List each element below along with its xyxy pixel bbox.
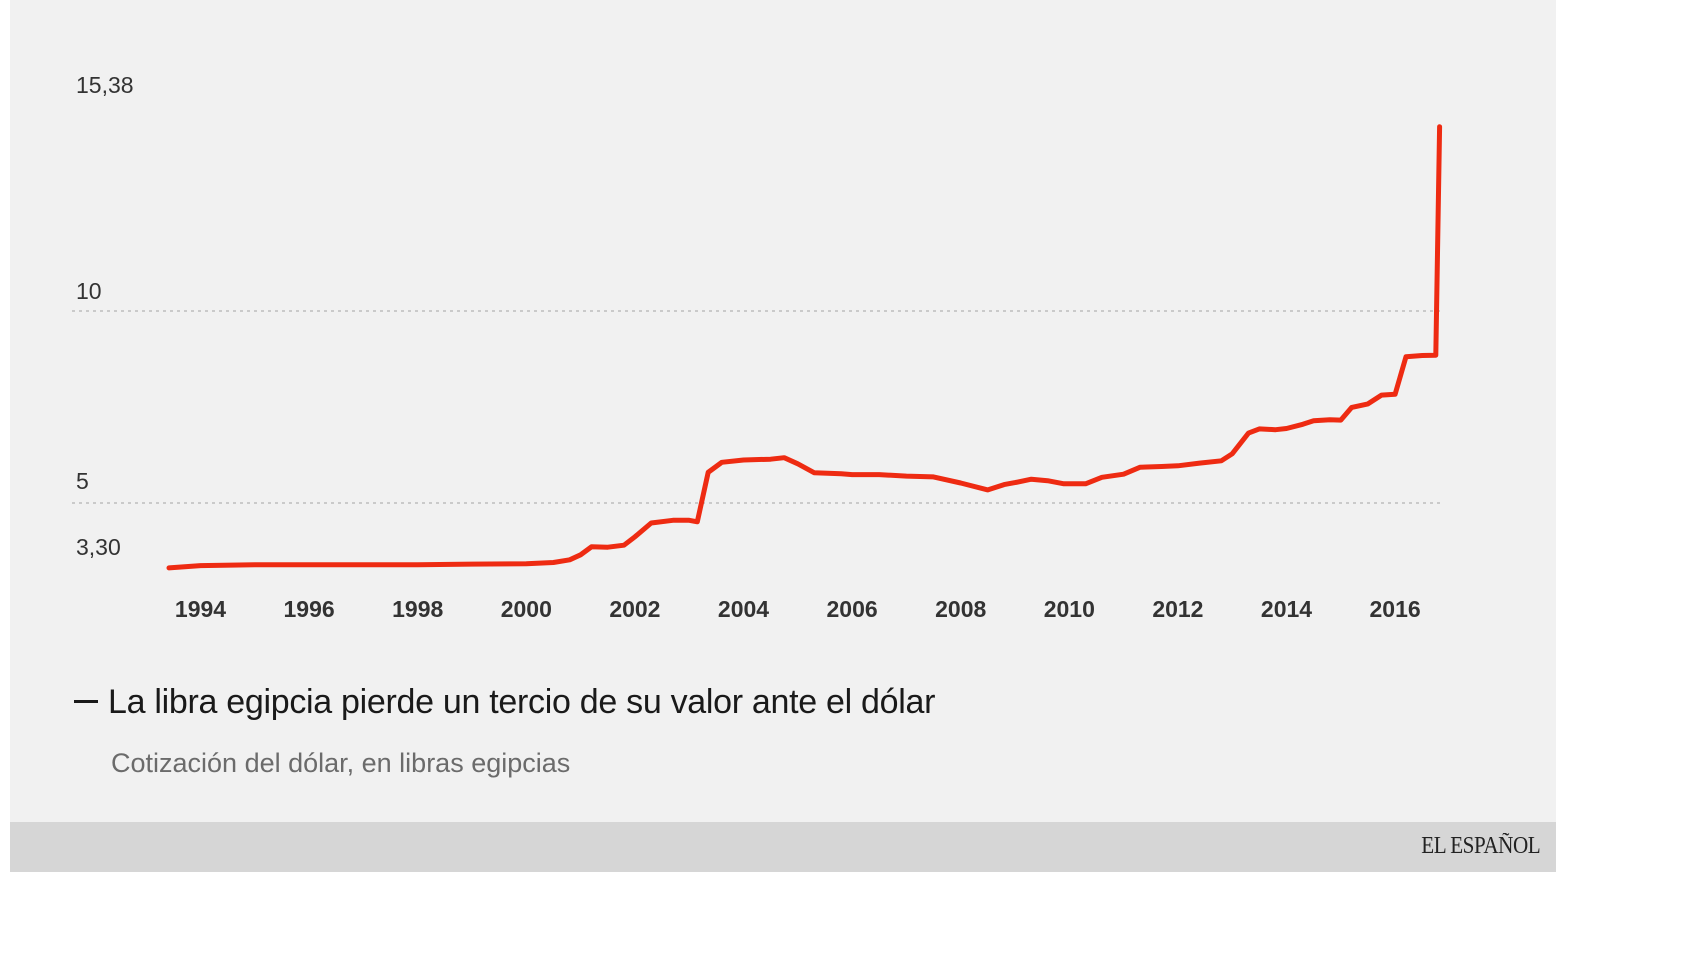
- x-tick-label-2000: 2000: [501, 596, 552, 622]
- y-tick-label: 3,30: [76, 534, 121, 560]
- x-tick-label-1998: 1998: [392, 596, 443, 622]
- chart-title-text: La libra egipcia pierde un tercio de su …: [108, 683, 936, 721]
- gridlines: [72, 310, 1440, 504]
- x-tick-label-2010: 2010: [1044, 596, 1095, 622]
- line-chart: 15,38 10 5 3,30 1994 1996 1998 2000 2002 2004…: [72, 72, 1443, 622]
- chart-title: La libra egipcia pierde un tercio de su …: [74, 683, 935, 722]
- x-tick-label-2002: 2002: [609, 596, 660, 622]
- brand-logo: EL ESPAÑOL: [1420, 833, 1540, 859]
- legend-dash: [74, 699, 98, 703]
- series-line-usd-egp: [166, 124, 1443, 571]
- x-axis: 1994 1996 1998 2000 2002 2004 2006 2008 2010 2012…: [175, 596, 1421, 622]
- x-tick-label-2004: 2004: [718, 596, 769, 622]
- x-tick-label-1996: 1996: [284, 596, 335, 622]
- x-tick-label-2006: 2006: [827, 596, 878, 622]
- footer-bar: EL ESPAÑOL: [10, 822, 1556, 872]
- y-tick-label: 5: [76, 468, 89, 494]
- y-axis: 15,38 10 5 3,30: [76, 72, 134, 560]
- y-tick-label: 15,38: [76, 72, 134, 98]
- y-tick-label: 10: [76, 278, 102, 304]
- x-tick-label-2008: 2008: [935, 596, 986, 622]
- x-tick-label-2012: 2012: [1152, 596, 1203, 622]
- x-tick-label-2016: 2016: [1370, 596, 1421, 622]
- chart-panel: [10, 0, 1556, 822]
- x-tick-label-2014: 2014: [1261, 596, 1312, 622]
- chart-subtitle: Cotización del dólar, en libras egipcias: [111, 748, 571, 778]
- x-tick-label-1994: 1994: [175, 596, 226, 622]
